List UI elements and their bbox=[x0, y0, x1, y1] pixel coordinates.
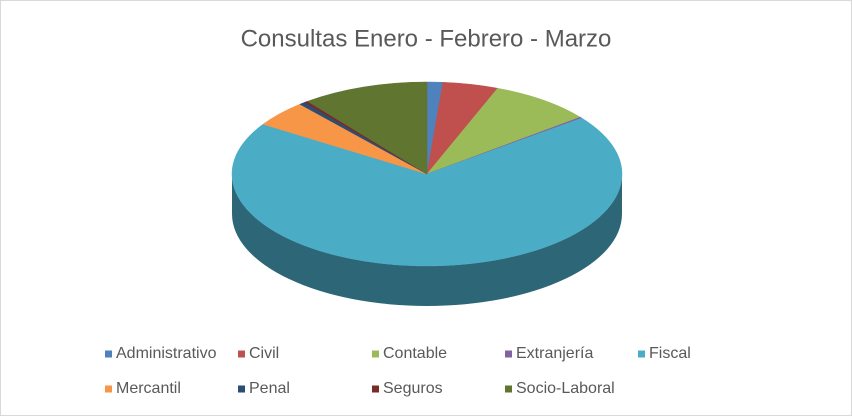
legend-swatch bbox=[372, 385, 379, 393]
legend-label: Administrativo bbox=[116, 345, 217, 362]
chart-title: Consultas Enero - Febrero - Marzo bbox=[241, 25, 612, 52]
legend-swatch bbox=[238, 385, 245, 393]
legend-label: Mercantil bbox=[116, 380, 181, 397]
legend-swatch bbox=[372, 350, 379, 358]
legend-label: Socio-Laboral bbox=[516, 380, 615, 397]
legend-label: Seguros bbox=[383, 380, 443, 397]
legend-swatch bbox=[105, 385, 112, 393]
legend-swatch bbox=[638, 350, 645, 358]
legend-swatch bbox=[105, 350, 112, 358]
legend-label: Contable bbox=[383, 345, 447, 362]
legend-swatch bbox=[505, 385, 512, 393]
legend-label: Fiscal bbox=[649, 345, 691, 362]
legend-swatch bbox=[505, 350, 512, 358]
legend-swatch bbox=[238, 350, 245, 358]
slice-side bbox=[232, 174, 622, 306]
legend-label: Penal bbox=[249, 380, 290, 397]
legend-label: Extranjería bbox=[516, 345, 593, 362]
legend-label: Civil bbox=[249, 345, 279, 362]
slice bbox=[426, 87, 581, 175]
slice bbox=[306, 81, 428, 175]
slice bbox=[231, 117, 623, 267]
